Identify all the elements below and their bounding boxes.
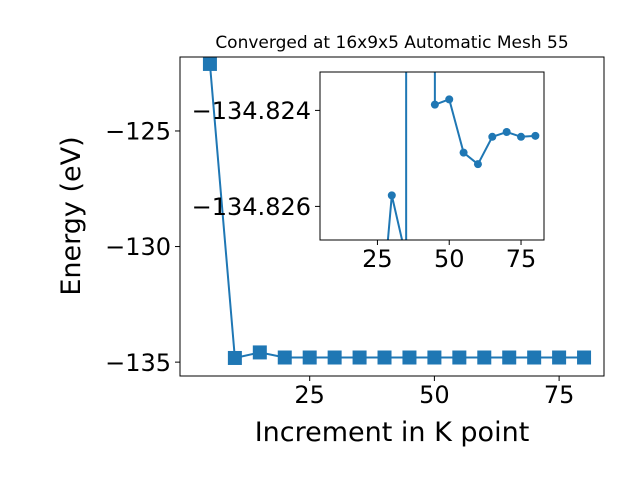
- main-data-point: [502, 350, 517, 365]
- main-data-point: [452, 350, 467, 365]
- main-data-point: [477, 350, 492, 365]
- inset-y-tick-label: −134.826: [192, 193, 311, 221]
- main-x-tick-label: 50: [419, 381, 450, 409]
- main-data-point: [227, 350, 242, 365]
- y-axis-label: Energy (eV): [56, 136, 87, 295]
- main-data-point: [277, 350, 292, 365]
- inset-y-tick-label: −134.824: [192, 97, 311, 125]
- inset-data-point: [488, 132, 497, 141]
- main-x-tick-label: 75: [544, 381, 575, 409]
- main-data-point: [202, 57, 217, 71]
- inset-x-tick-label: 25: [362, 245, 393, 273]
- inset-data-point: [473, 160, 482, 169]
- main-y-tick-label: −125: [105, 118, 171, 146]
- inset-data-point: [502, 128, 511, 136]
- main-data-point: [527, 350, 542, 365]
- inset-plot: 25 50 75 −134.826 −134.824: [192, 71, 545, 273]
- main-data-point: [352, 350, 367, 365]
- main-data-point: [252, 345, 267, 360]
- main-data-point: [327, 350, 342, 365]
- inset-background: [320, 72, 544, 240]
- main-y-tick-label: −135: [105, 349, 171, 377]
- main-series-0: [202, 57, 592, 365]
- inset-data-point: [445, 95, 454, 104]
- inset-x-tick-label: 75: [506, 245, 537, 273]
- main-data-point: [302, 350, 317, 365]
- main-x-tick-label: 25: [294, 381, 325, 409]
- x-axis-label: Increment in K point: [255, 417, 530, 448]
- inset-frame: [319, 71, 545, 241]
- inset-x-tick-label: 50: [434, 245, 465, 273]
- inset-data-point: [531, 131, 540, 140]
- main-frame: [179, 56, 605, 377]
- inset-data-point: [459, 148, 468, 157]
- inset-series-0: [386, 72, 540, 240]
- main-data-point: [552, 350, 567, 365]
- main-y-tick-label: −130: [105, 233, 171, 261]
- main-data-point: [402, 350, 417, 365]
- main-series-line: [208, 63, 585, 360]
- main-data-point: [377, 350, 392, 365]
- inset-data-point: [517, 132, 526, 141]
- main-data-point: [427, 350, 442, 365]
- inset-data-point: [387, 191, 396, 200]
- chart-title: Converged at 16x9x5 Automatic Mesh 55: [215, 33, 568, 53]
- main-data-point: [577, 350, 592, 365]
- inset-data-point: [430, 100, 439, 109]
